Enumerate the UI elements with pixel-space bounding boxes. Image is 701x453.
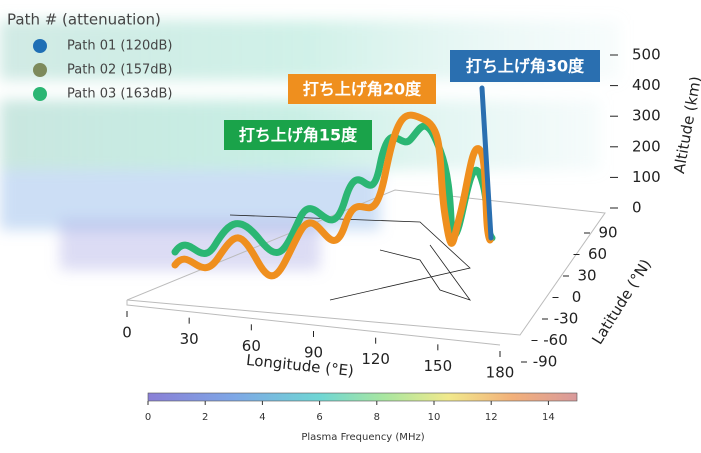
y-tick-label: -60 [543,331,568,349]
x-tick-label: 60 [242,337,261,355]
z-tick-label: 100 [632,168,661,186]
y-axis-label: Latitude (°N) [588,256,655,348]
x-tick-label: 120 [361,350,390,368]
y-tick-label: -30 [554,310,579,328]
annotation-text: 打ち上げ角20度 [303,80,422,99]
x-tick-label: 150 [424,357,453,375]
y-tick-label: 30 [577,267,596,285]
annotation-box [224,120,372,150]
x-tick-label: 30 [180,330,199,348]
colorbar [147,392,578,402]
y-tick-label: 0 [572,288,582,306]
legend-label: Path 02 (157dB) [67,63,173,78]
paths [171,85,496,280]
colorbar-tick-label: 12 [485,412,498,423]
z-tick-label: 300 [632,107,661,125]
z-axis-label: Altitude (km) [670,75,701,175]
z-tick-label: 200 [632,137,661,155]
annotation-box [288,74,436,104]
colorbar-tick-label: 10 [428,412,441,423]
z-tick-label: 500 [632,46,661,64]
colorbar-tick-label: 4 [259,412,265,423]
legend-marker [33,87,47,101]
y-tick-label: 60 [588,245,607,263]
colorbar-tick-label: 8 [374,412,380,423]
y-tick-label: -90 [533,353,558,371]
z-tick-label: 400 [632,76,661,94]
colorbar-tick-label: 6 [316,412,322,423]
legend-label: Path 03 (163dB) [67,87,173,102]
annotation-text: 打ち上げ角15度 [239,126,358,145]
legend-label: Path 01 (120dB) [67,39,173,54]
legend-marker [33,63,47,77]
x-tick-label: 180 [486,364,515,382]
legend-title: Path # (attenuation) [7,11,161,29]
colorbar-label: Plasma Frequency (MHz) [301,432,424,443]
legend-marker [33,39,47,53]
annotation-text: 打ち上げ角30度 [466,57,585,76]
annotation-box [450,50,600,82]
colorbar-tick-label: 2 [202,412,208,423]
x-tick-label: 90 [304,344,323,362]
x-tick-label: 0 [122,324,132,342]
colorbar-tick-label: 14 [542,412,555,423]
colorbar-tick-label: 0 [145,412,151,423]
legend: Path 01 (120dB) Path 02 (157dB) Path 03 (1… [33,39,173,102]
z-tick-label: 0 [632,199,642,217]
y-tick-label: 90 [598,224,617,242]
x-axis-label: Longitude (°E) [245,351,354,380]
